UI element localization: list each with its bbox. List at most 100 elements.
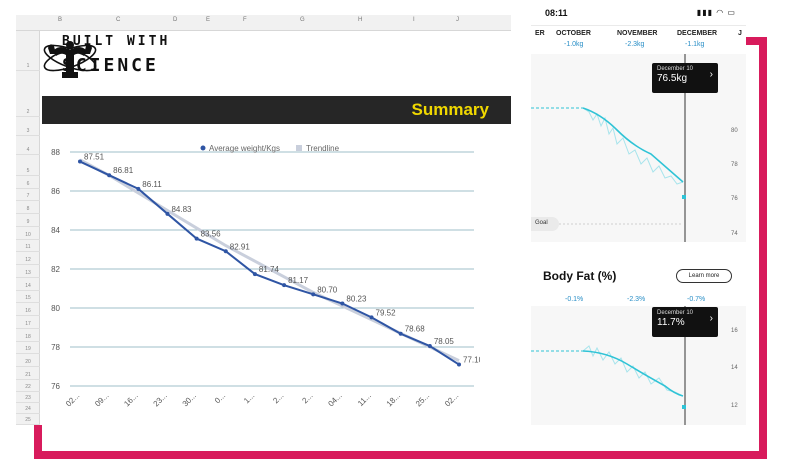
frame-accent-right (759, 37, 767, 459)
row-divider (16, 379, 40, 380)
row-divider (16, 353, 40, 354)
weight-delta-october: -1.0kg (564, 41, 584, 48)
row-number[interactable]: 20 (25, 359, 31, 365)
row-number[interactable]: 19 (25, 346, 31, 352)
data-label: 87.51 (84, 153, 105, 162)
column-letter[interactable]: B (58, 17, 63, 23)
row-divider (16, 70, 40, 71)
row-divider (16, 154, 40, 155)
column-letter[interactable]: C (116, 17, 121, 23)
row-divider (16, 213, 40, 214)
x-tick-label: 2... (300, 391, 314, 405)
column-letter[interactable]: F (243, 17, 247, 23)
row-number[interactable]: 11 (25, 244, 31, 250)
row-number[interactable]: 3 (26, 128, 30, 134)
chevron-right-icon: › (709, 313, 713, 324)
column-letter[interactable]: I (413, 17, 415, 23)
column-letter[interactable]: H (358, 17, 363, 23)
bodyfat-tooltip[interactable]: December 10 11.7% › (652, 307, 718, 337)
column-letter[interactable]: E (206, 17, 211, 23)
y-tick-label: 88 (51, 148, 60, 157)
weight-tooltip-value: 76.5kg (657, 73, 688, 84)
row-divider (16, 290, 40, 291)
weight-tooltip-date: December 10 (657, 66, 694, 72)
row-number[interactable]: 1 (26, 63, 30, 69)
goal-pill[interactable]: Goal (531, 217, 559, 231)
row-number[interactable]: 7 (26, 193, 30, 199)
body-fat-title: Body Fat (%) (543, 269, 617, 283)
bodyfat-delta-december: -0.7% (687, 296, 706, 303)
column-letter[interactable]: D (173, 17, 178, 23)
row-number[interactable]: 21 (25, 372, 31, 378)
y-tick-label: 84 (51, 226, 60, 235)
muscle-logo-icon (43, 41, 97, 78)
data-point (369, 315, 374, 320)
legend-marker (200, 145, 206, 151)
data-label: 82.91 (230, 242, 251, 251)
weight-ytick: 74 (731, 231, 738, 237)
data-point (165, 211, 170, 216)
data-point (340, 301, 345, 306)
y-tick-label: 78 (51, 343, 60, 352)
y-tick-label: 82 (51, 265, 60, 274)
learn-more-button[interactable]: Learn more (676, 269, 732, 283)
row-number[interactable]: 14 (25, 283, 31, 289)
data-point (282, 283, 287, 288)
row-number[interactable]: 18 (25, 334, 31, 340)
weight-tooltip[interactable]: December 10 76.5kg › (652, 63, 718, 93)
data-label: 80.70 (317, 285, 338, 294)
row-number[interactable]: 23 (25, 395, 31, 401)
row-number[interactable]: 22 (25, 384, 31, 390)
row-number[interactable]: 9 (26, 219, 30, 225)
summary-banner: Summary (42, 96, 511, 124)
x-tick-label: 11... (356, 391, 373, 408)
row-number[interactable]: 4 (26, 147, 30, 153)
column-letter[interactable]: G (300, 17, 305, 23)
row-number[interactable]: 13 (25, 270, 31, 276)
bodyfat-ytick: 14 (731, 365, 738, 371)
data-point (194, 236, 199, 241)
data-point (252, 272, 257, 277)
row-number[interactable]: 24 (25, 406, 31, 412)
row-divider (16, 315, 40, 316)
row-number[interactable]: 8 (26, 206, 30, 212)
column-letter[interactable]: J (456, 17, 459, 23)
bodyfat-delta-november: -2.3% (627, 296, 646, 303)
row-number[interactable]: 15 (25, 295, 31, 301)
row-number[interactable]: 12 (25, 257, 31, 263)
row-number[interactable]: 16 (25, 308, 31, 314)
logo-text-bottom: SCIENCE (62, 55, 159, 76)
data-point (136, 186, 141, 191)
data-point (398, 331, 403, 336)
row-divider (16, 264, 40, 265)
data-point (427, 344, 432, 349)
logo-text-top: BUILT WITH (62, 34, 171, 49)
row-number[interactable]: 10 (25, 232, 31, 238)
x-tick-label: 16... (122, 391, 139, 408)
row-number[interactable]: 5 (26, 168, 30, 174)
legend-marker (296, 145, 302, 151)
row-number[interactable]: 6 (26, 181, 30, 187)
row-number[interactable]: 17 (25, 321, 31, 327)
frame-accent-top (736, 37, 767, 45)
summary-title: Summary (411, 100, 489, 119)
row-number[interactable]: 25 (25, 417, 31, 423)
y-tick-label: 76 (51, 382, 60, 391)
x-tick-label: 30... (181, 391, 198, 408)
data-point (223, 249, 228, 254)
chevron-right-icon: › (709, 69, 713, 80)
status-bar-icons: ▮▮▮ ◠ ▭ (696, 8, 736, 17)
data-label: 79.52 (376, 308, 397, 317)
month-label-october: OCTOBER (556, 30, 591, 37)
x-tick-label: 23... (151, 391, 168, 408)
data-label: 80.23 (346, 295, 367, 304)
bodyfat-ytick: 12 (731, 403, 738, 409)
row-number[interactable]: 2 (26, 109, 30, 115)
legend-label: Trendline (306, 144, 340, 153)
row-divider (16, 175, 40, 176)
x-tick-label: 18... (385, 391, 402, 408)
legend-label: Average weight/Kgs (209, 144, 280, 153)
data-point (107, 173, 112, 178)
